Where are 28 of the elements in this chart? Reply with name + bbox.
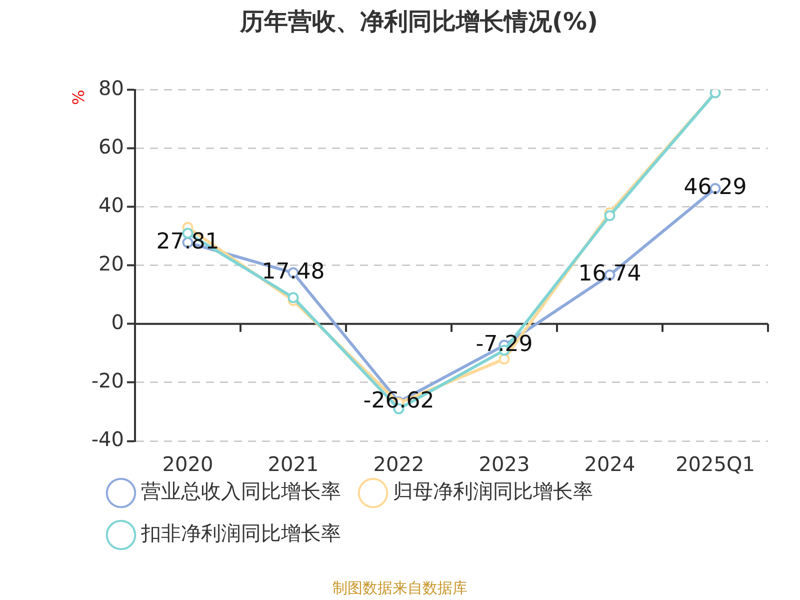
x-tick-label: 2024 [584,452,636,476]
x-tick-label: 2023 [478,452,530,476]
data-label: -7.29 [476,332,533,357]
y-tick-label: 0 [111,310,124,334]
legend-label: 营业总收入同比增长率 [141,479,341,504]
x-tick-label: 2025Q1 [676,452,755,476]
y-axis-title: % [68,90,88,106]
x-tick-label: 2021 [268,452,319,476]
y-tick-label: -40 [91,427,124,452]
legend-label: 扣非净利润同比增长率 [140,521,341,546]
y-tick-label: 60 [98,134,124,159]
data-label: 46.29 [684,175,747,200]
y-tick-label: -20 [91,368,124,393]
data-label: -26.62 [363,388,434,414]
y-tick-label: 80 [98,76,124,100]
x-tick-label: 2020 [162,452,214,476]
point [288,292,299,304]
chart-title: 历年营收、净利同比增长情况(%) [239,8,598,36]
y-tick-label: 40 [98,193,124,218]
legend-label: 归母净利润同比增长率 [393,479,593,504]
data-label: 27.81 [156,229,220,254]
point [498,354,510,365]
data-label: 17.48 [262,259,325,284]
data-label: 16.74 [578,262,642,287]
text: 制图数据来自数据库 [332,578,468,598]
y-tick-label: 20 [98,252,124,276]
point [604,210,616,222]
x-tick-label: 2022 [373,452,424,476]
